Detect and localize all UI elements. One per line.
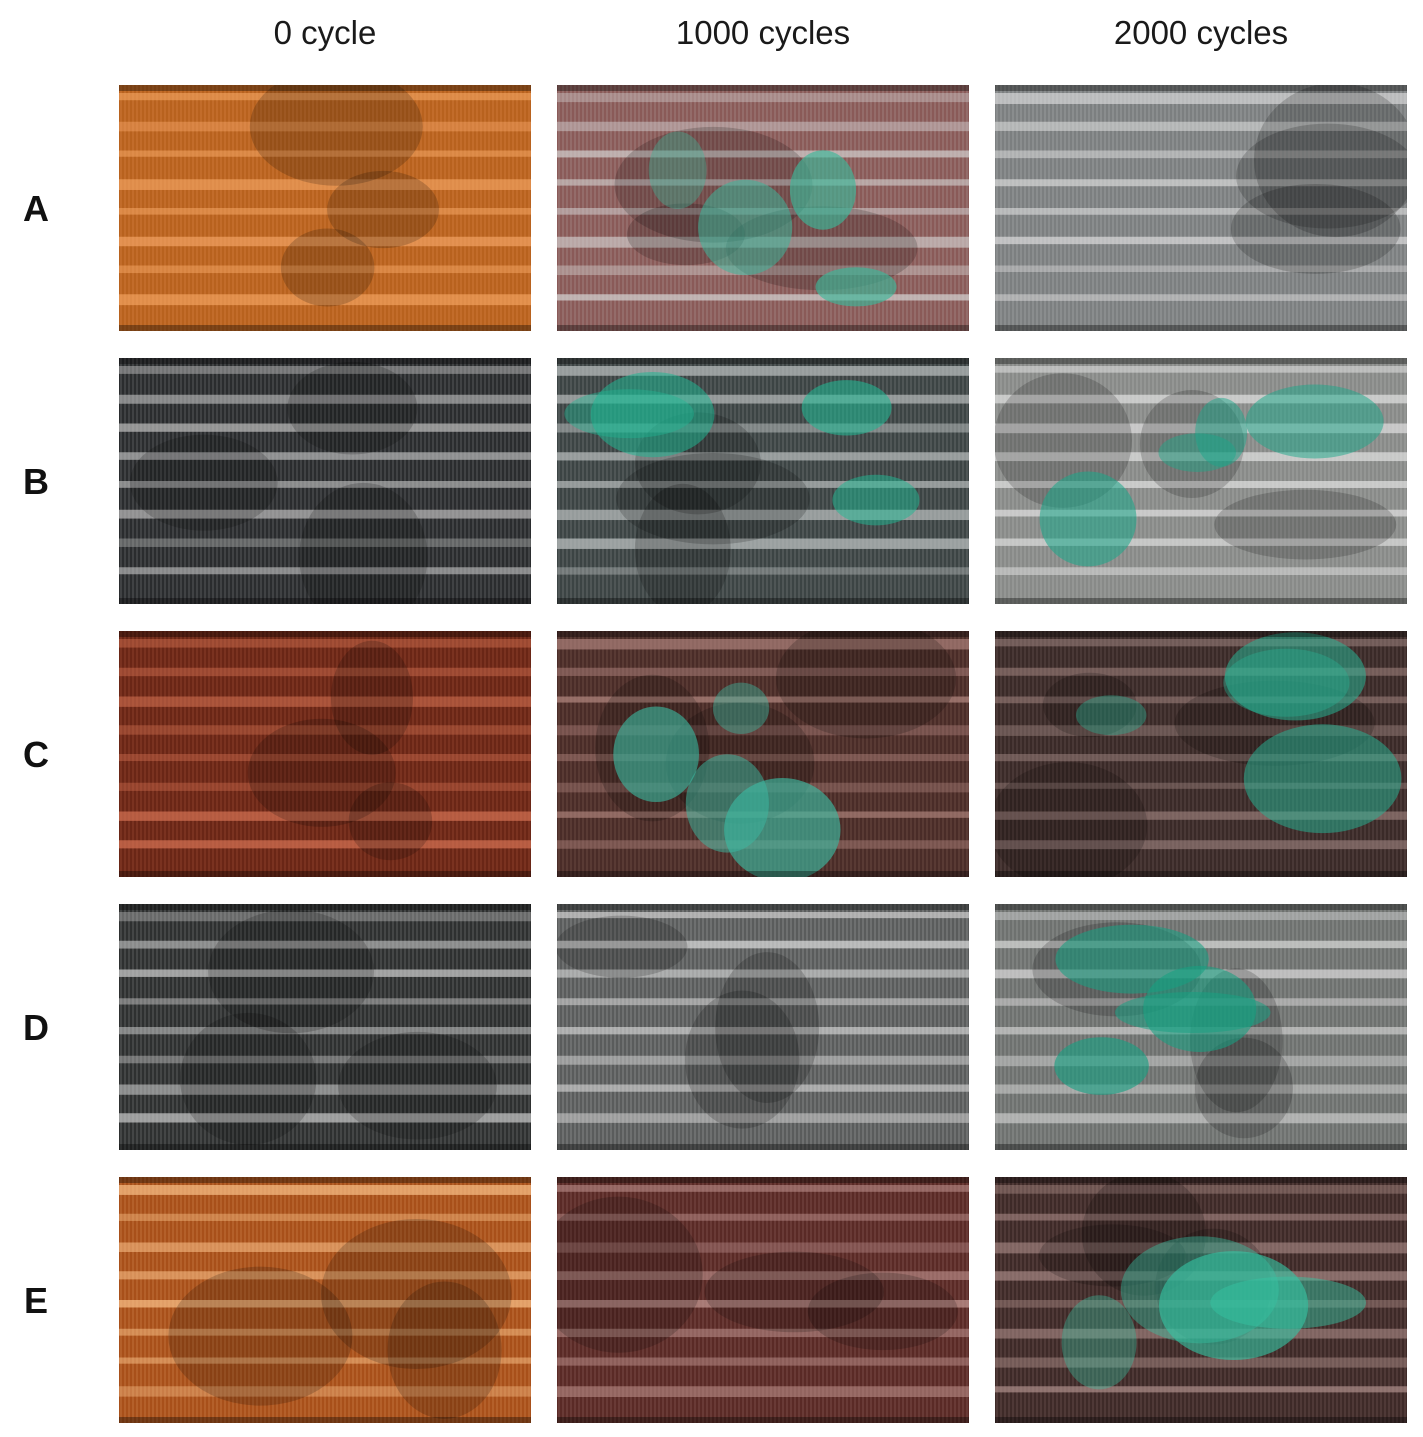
corroded-coil-photo: [995, 85, 1407, 331]
coated-coil-photo: [119, 904, 531, 1150]
row-label-d: D: [23, 1007, 49, 1048]
coil-photo-c-2: [995, 631, 1407, 877]
corroded-coil-photo: [557, 358, 969, 604]
corroded-coil-photo: [995, 358, 1407, 604]
coil-photo-b-0: [119, 358, 531, 604]
corroded-coil-photo: [557, 85, 969, 331]
row-label-c: C: [23, 734, 49, 775]
copper-coil-photo: [119, 631, 531, 877]
coil-photo-d-1: [557, 904, 969, 1150]
corroded-coil-photo: [995, 904, 1407, 1150]
coil-photo-b-1: [557, 358, 969, 604]
coil-photo-d-0: [119, 904, 531, 1150]
corroded-coil-photo: [557, 631, 969, 877]
coil-photo-e-0: [119, 1177, 531, 1423]
copper-coil-photo: [119, 85, 531, 331]
coil-photo-b-2: [995, 358, 1407, 604]
copper-coil-photo: [119, 1177, 531, 1423]
coated-coil-photo: [119, 358, 531, 604]
corroded-coil-photo: [995, 1177, 1407, 1423]
coil-photo-e-1: [557, 1177, 969, 1423]
column-header-2: 2000 cycles: [1113, 14, 1289, 51]
coil-photo-a-0: [119, 85, 531, 331]
row-label-e: E: [23, 1280, 48, 1321]
coil-photo-e-2: [995, 1177, 1407, 1423]
corroded-coil-photo: [557, 1177, 969, 1423]
coil-photo-a-2: [995, 85, 1407, 331]
coil-photo-a-1: [557, 85, 969, 331]
coil-photo-c-0: [119, 631, 531, 877]
row-label-b: B: [23, 461, 49, 502]
corroded-coil-photo: [557, 904, 969, 1150]
column-header-1: 1000 cycles: [675, 14, 851, 51]
row-label-a: A: [23, 188, 49, 229]
corroded-coil-photo: [995, 631, 1407, 877]
column-header-0: 0 cycle: [273, 14, 377, 51]
coil-photo-c-1: [557, 631, 969, 877]
coil-photo-d-2: [995, 904, 1407, 1150]
